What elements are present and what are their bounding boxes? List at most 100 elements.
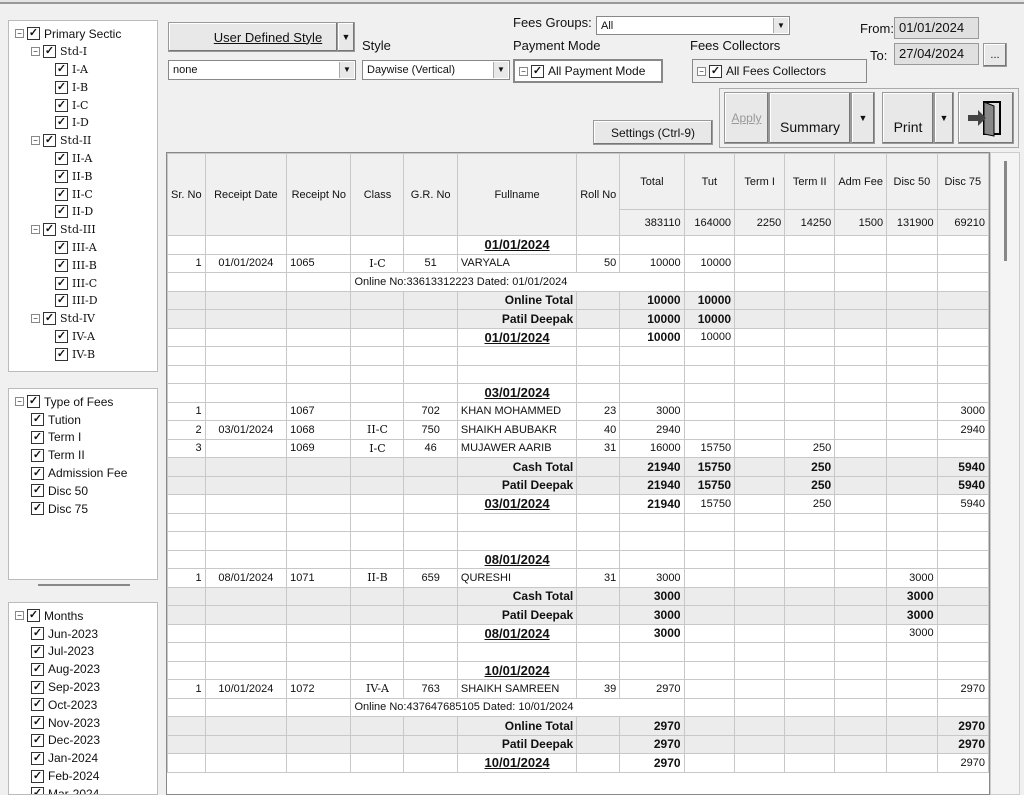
summary-button[interactable]: Summary [769, 92, 851, 144]
tree-node-std[interactable]: − ✓ Std-IV [15, 310, 157, 328]
months-tree[interactable]: − ✓ Months ✓ Jun-2023 ✓ Jul-2023 ✓ Aug-2023 ✓ Sep-… [8, 602, 158, 795]
tree-node-fee-type[interactable]: ✓ Term I [15, 429, 157, 447]
checkbox-checked-icon[interactable]: ✓ [27, 395, 40, 409]
column-header[interactable]: Term II [784, 153, 836, 210]
table-row[interactable]: 1 08/01/2024 1071 II-B 659 QURESHI 31 3000 3000 [167, 568, 989, 588]
date-picker-button[interactable]: ... [983, 43, 1007, 67]
collapse-icon[interactable]: − [519, 66, 528, 76]
checkbox-checked-icon[interactable]: ✓ [31, 413, 44, 427]
checkbox-checked-icon[interactable]: ✓ [31, 662, 44, 676]
collapse-icon[interactable]: − [31, 314, 40, 324]
table-row[interactable]: 1 1067 702 KHAN MOHAMMED 23 3000 3000 [167, 401, 989, 421]
style-value-select[interactable]: Daywise (Vertical) ▼ [362, 60, 510, 80]
tree-node-division[interactable]: ✓ I-C [15, 96, 157, 114]
checkbox-checked-icon[interactable]: ✓ [31, 787, 44, 794]
fees-collectors-tree[interactable]: − ✓ All Fees Collectors [692, 59, 867, 83]
checkbox-checked-icon[interactable]: ✓ [55, 187, 68, 201]
checkbox-checked-icon[interactable]: ✓ [31, 769, 44, 783]
tree-node-std[interactable]: − ✓ Std-III [15, 221, 157, 239]
tree-node-division[interactable]: ✓ IV-B [15, 345, 157, 363]
user-defined-style-dropdown[interactable]: ▼ [337, 22, 355, 52]
checkbox-checked-icon[interactable]: ✓ [31, 627, 44, 641]
table-row[interactable]: 2 03/01/2024 1068 II-C 750 SHAIKH ABUBAKR 40 29… [167, 420, 989, 440]
settings-button[interactable]: Settings (Ctrl-9) [593, 120, 713, 145]
fees-report-grid[interactable]: Sr. No Receipt Date Receipt No Class G.R. No… [166, 152, 990, 795]
checkbox-checked-icon[interactable]: ✓ [55, 80, 68, 94]
tree-node-month[interactable]: ✓ Jan-2024 [15, 749, 157, 767]
column-header[interactable]: Fullname [456, 153, 578, 236]
tree-node-fee-type[interactable]: ✓ Tution [15, 411, 157, 429]
summary-dropdown[interactable]: ▼ [851, 92, 875, 144]
tree-node-month[interactable]: ✓ Jun-2023 [15, 625, 157, 643]
tree-node-division[interactable]: ✓ IV-A [15, 328, 157, 346]
payment-mode-tree[interactable]: − ✓ All Payment Mode [513, 59, 663, 83]
table-row[interactable]: 1 01/01/2024 1065 I-C 51 VARYALA 50 10000 10000 [167, 253, 989, 273]
apply-button[interactable]: Apply [724, 92, 769, 144]
checkbox-checked-icon[interactable]: ✓ [31, 466, 44, 480]
table-row[interactable]: 3 1069 I-C 46 MUJAWER AARIB 31 16000 15750 250 [167, 438, 989, 458]
collapse-icon[interactable]: − [15, 29, 24, 39]
table-row[interactable]: 1 10/01/2024 1072 IV-A 763 SHAIKH SAMREEN 39 29… [167, 679, 989, 699]
tree-node-fee-type[interactable]: ✓ Admission Fee [15, 464, 157, 482]
tree-node-division[interactable]: ✓ III-B [15, 256, 157, 274]
column-header[interactable]: Disc 75 [936, 153, 989, 210]
tree-node-division[interactable]: ✓ II-D [15, 203, 157, 221]
tree-node-month[interactable]: ✓ Oct-2023 [15, 696, 157, 714]
tree-node-months-root[interactable]: − ✓ Months [15, 607, 157, 625]
checkbox-checked-icon[interactable]: ✓ [55, 116, 68, 130]
checkbox-checked-icon[interactable]: ✓ [55, 276, 68, 290]
tree-node-fees-root[interactable]: − ✓ Type of Fees [15, 393, 157, 411]
tree-node-fee-type[interactable]: ✓ Term II [15, 446, 157, 464]
checkbox-checked-icon[interactable]: ✓ [31, 430, 44, 444]
column-header[interactable]: Receipt Date [204, 153, 288, 236]
tree-node-month[interactable]: ✓ Sep-2023 [15, 678, 157, 696]
splitter[interactable] [38, 584, 130, 586]
column-header[interactable]: Adm Fee [834, 153, 888, 210]
checkbox-checked-icon[interactable]: ✓ [43, 45, 56, 59]
vertical-scrollbar[interactable] [990, 152, 1020, 795]
checkbox-checked-icon[interactable]: ✓ [31, 733, 44, 747]
collapse-icon[interactable]: − [15, 397, 24, 407]
checkbox-checked-icon[interactable]: ✓ [55, 258, 68, 272]
column-header[interactable]: Total [619, 153, 685, 210]
column-header[interactable]: Class [350, 153, 405, 236]
collapse-icon[interactable]: − [15, 611, 24, 621]
from-date-field[interactable]: 01/01/2024 [894, 17, 979, 39]
checkbox-checked-icon[interactable]: ✓ [31, 716, 44, 730]
checkbox-checked-icon[interactable]: ✓ [43, 134, 56, 148]
tree-node-division[interactable]: ✓ III-A [15, 239, 157, 257]
fees-type-tree[interactable]: − ✓ Type of Fees ✓ Tution ✓ Term I ✓ Term II ✓ Adm… [8, 388, 158, 580]
style-select[interactable]: none ▼ [168, 60, 356, 80]
tree-node-month[interactable]: ✓ Aug-2023 [15, 660, 157, 678]
checkbox-checked-icon[interactable]: ✓ [55, 329, 68, 343]
checkbox-checked-icon[interactable]: ✓ [709, 64, 722, 78]
tree-node-division[interactable]: ✓ I-B [15, 78, 157, 96]
collapse-icon[interactable]: − [697, 66, 706, 76]
to-date-field[interactable]: 27/04/2024 [894, 43, 979, 65]
checkbox-checked-icon[interactable]: ✓ [55, 240, 68, 254]
column-header[interactable]: Receipt No [286, 153, 352, 236]
sections-tree[interactable]: − ✓ Primary Sectic − ✓ Std-I ✓ I-A ✓ I-B ✓ I-C ✓ I-D −… [8, 20, 158, 372]
checkbox-checked-icon[interactable]: ✓ [31, 644, 44, 658]
checkbox-checked-icon[interactable]: ✓ [55, 151, 68, 165]
tree-node-fee-type[interactable]: ✓ Disc 50 [15, 482, 157, 500]
tree-node-division[interactable]: ✓ III-D [15, 292, 157, 310]
checkbox-checked-icon[interactable]: ✓ [31, 680, 44, 694]
column-header[interactable]: Sr. No [167, 153, 206, 236]
checkbox-checked-icon[interactable]: ✓ [31, 448, 44, 462]
checkbox-checked-icon[interactable]: ✓ [43, 312, 56, 326]
checkbox-checked-icon[interactable]: ✓ [55, 205, 68, 219]
checkbox-checked-icon[interactable]: ✓ [55, 169, 68, 183]
tree-node-std[interactable]: − ✓ Std-I [15, 43, 157, 61]
tree-node-division[interactable]: ✓ III-C [15, 274, 157, 292]
column-header[interactable]: Disc 50 [886, 153, 938, 210]
checkbox-checked-icon[interactable]: ✓ [43, 223, 56, 237]
tree-node-month[interactable]: ✓ Dec-2023 [15, 732, 157, 750]
checkbox-checked-icon[interactable]: ✓ [55, 347, 68, 361]
tree-node-month[interactable]: ✓ Feb-2024 [15, 767, 157, 785]
tree-node-month[interactable]: ✓ Jul-2023 [15, 643, 157, 661]
collapse-icon[interactable]: − [31, 47, 40, 57]
collapse-icon[interactable]: − [31, 225, 40, 235]
column-header[interactable]: Roll No [576, 153, 621, 236]
checkbox-checked-icon[interactable]: ✓ [55, 98, 68, 112]
